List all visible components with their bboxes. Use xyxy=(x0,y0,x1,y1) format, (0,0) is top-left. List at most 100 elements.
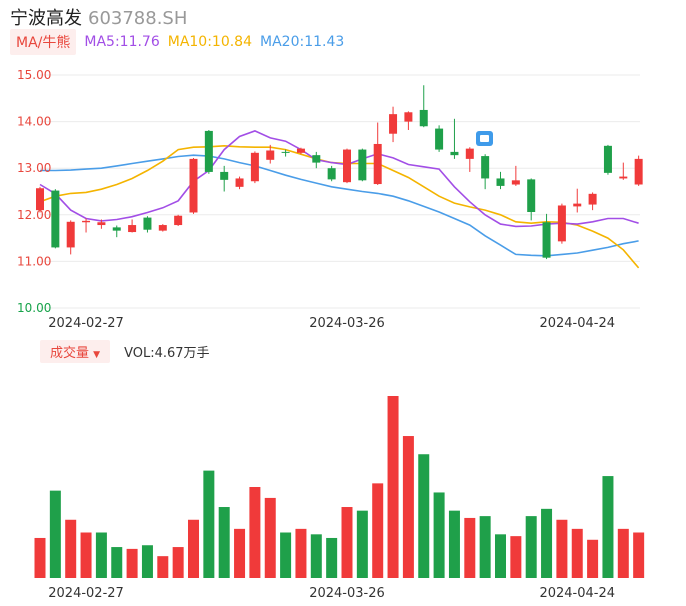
ma-legend: MA/牛熊 MA5:11.76 MA10:10.84 MA20:11.43 xyxy=(10,29,344,55)
candle-body xyxy=(450,151,459,156)
ma-indicator-tag[interactable]: MA/牛熊 xyxy=(10,29,77,55)
candle[interactable] xyxy=(619,162,628,180)
volume-bar xyxy=(479,516,491,578)
volume-bar xyxy=(295,528,307,578)
candle[interactable] xyxy=(573,188,582,213)
event-marker[interactable] xyxy=(476,131,493,146)
price-date-axis: 2024-02-27 2024-03-26 2024-04-24 xyxy=(48,316,615,331)
volume-bar xyxy=(310,534,322,578)
candle[interactable] xyxy=(404,111,413,130)
candle[interactable] xyxy=(82,218,91,233)
candle[interactable] xyxy=(511,165,520,186)
volume-bar xyxy=(510,536,522,578)
candle[interactable] xyxy=(266,144,275,164)
volume-value: VOL:4.67万手 xyxy=(124,345,210,361)
candle[interactable] xyxy=(312,151,321,169)
candle-body xyxy=(557,205,566,242)
candle[interactable] xyxy=(128,219,137,233)
candle-body xyxy=(435,128,444,150)
y-tick-label: 11.00 xyxy=(17,254,51,268)
candle-body xyxy=(343,149,351,183)
y-tick-label: 10.00 xyxy=(17,301,51,315)
candle[interactable] xyxy=(97,219,106,229)
volume-bar xyxy=(495,534,506,578)
event-marker-glyph xyxy=(480,135,489,142)
candle-body xyxy=(603,145,612,173)
x-tick-label: 2024-02-27 xyxy=(48,586,124,601)
candle[interactable] xyxy=(435,125,444,152)
candle[interactable] xyxy=(481,154,490,190)
candle[interactable] xyxy=(143,216,152,233)
candle-body xyxy=(619,176,628,179)
y-tick-label: 15.00 xyxy=(17,68,51,82)
candle-body xyxy=(128,225,137,233)
dropdown-arrow-icon: ▼ xyxy=(93,349,101,360)
candle-body xyxy=(82,220,91,223)
candle[interactable] xyxy=(51,189,60,249)
candle-body xyxy=(358,149,367,181)
candle[interactable] xyxy=(66,220,75,255)
candle-body xyxy=(266,150,275,160)
candle[interactable] xyxy=(358,148,367,182)
candle[interactable] xyxy=(174,214,183,226)
candle[interactable] xyxy=(588,192,597,211)
candle[interactable] xyxy=(36,186,44,213)
volume-bar xyxy=(65,519,77,578)
candle[interactable] xyxy=(189,157,198,214)
volume-date-axis: 2024-02-27 2024-03-26 2024-04-24 xyxy=(48,586,615,601)
candle[interactable] xyxy=(450,118,459,159)
candle[interactable] xyxy=(389,106,398,143)
volume-bar xyxy=(571,528,583,578)
volume-legend: 成交量 ▼ VOL:4.67万手 xyxy=(40,339,210,363)
candle[interactable] xyxy=(465,147,474,172)
candle[interactable] xyxy=(634,155,643,186)
candle[interactable] xyxy=(250,151,259,184)
volume-bar xyxy=(326,537,338,578)
candle-body xyxy=(158,225,167,231)
volume-bar xyxy=(218,507,230,578)
candle-body xyxy=(189,158,198,213)
candle-body xyxy=(389,114,398,134)
candle[interactable] xyxy=(220,165,229,192)
candle-body xyxy=(373,143,382,185)
candle[interactable] xyxy=(281,149,290,157)
volume-bar xyxy=(525,516,537,578)
x-tick-label: 2024-02-27 xyxy=(48,316,124,331)
ma-lines xyxy=(39,130,640,269)
candle[interactable] xyxy=(603,144,612,175)
candle-body xyxy=(542,222,551,258)
candle[interactable] xyxy=(496,171,505,190)
candle-body xyxy=(296,148,305,153)
candle[interactable] xyxy=(204,129,213,174)
candle[interactable] xyxy=(235,176,244,190)
volume-bar xyxy=(387,396,399,578)
volume-bar xyxy=(111,547,123,578)
candle-body xyxy=(204,130,213,172)
volume-bar xyxy=(341,507,353,578)
candle[interactable] xyxy=(527,178,536,221)
candle-body xyxy=(51,190,60,248)
candle[interactable] xyxy=(557,203,566,244)
volume-bar xyxy=(633,532,645,578)
candle[interactable] xyxy=(373,122,382,185)
candle-body xyxy=(312,155,321,163)
ma20-value: MA20:11.43 xyxy=(260,34,345,50)
candle[interactable] xyxy=(343,148,351,184)
candle-body xyxy=(404,112,413,122)
candle[interactable] xyxy=(296,147,305,155)
volume-bar xyxy=(49,490,61,578)
candle[interactable] xyxy=(112,225,121,238)
volume-bar xyxy=(249,487,261,578)
candle[interactable] xyxy=(419,85,428,128)
candle[interactable] xyxy=(327,165,336,182)
volume-bars xyxy=(34,396,645,578)
volume-indicator-tag[interactable]: 成交量 ▼ xyxy=(40,339,111,363)
candle[interactable] xyxy=(542,213,551,260)
stock-code: 603788.SH xyxy=(88,8,188,29)
candle[interactable] xyxy=(158,224,167,232)
volume-bar xyxy=(141,545,153,578)
x-tick-label: 2024-04-24 xyxy=(539,316,615,331)
volume-bar xyxy=(188,519,199,578)
x-tick-label: 2024-04-24 xyxy=(539,586,615,601)
